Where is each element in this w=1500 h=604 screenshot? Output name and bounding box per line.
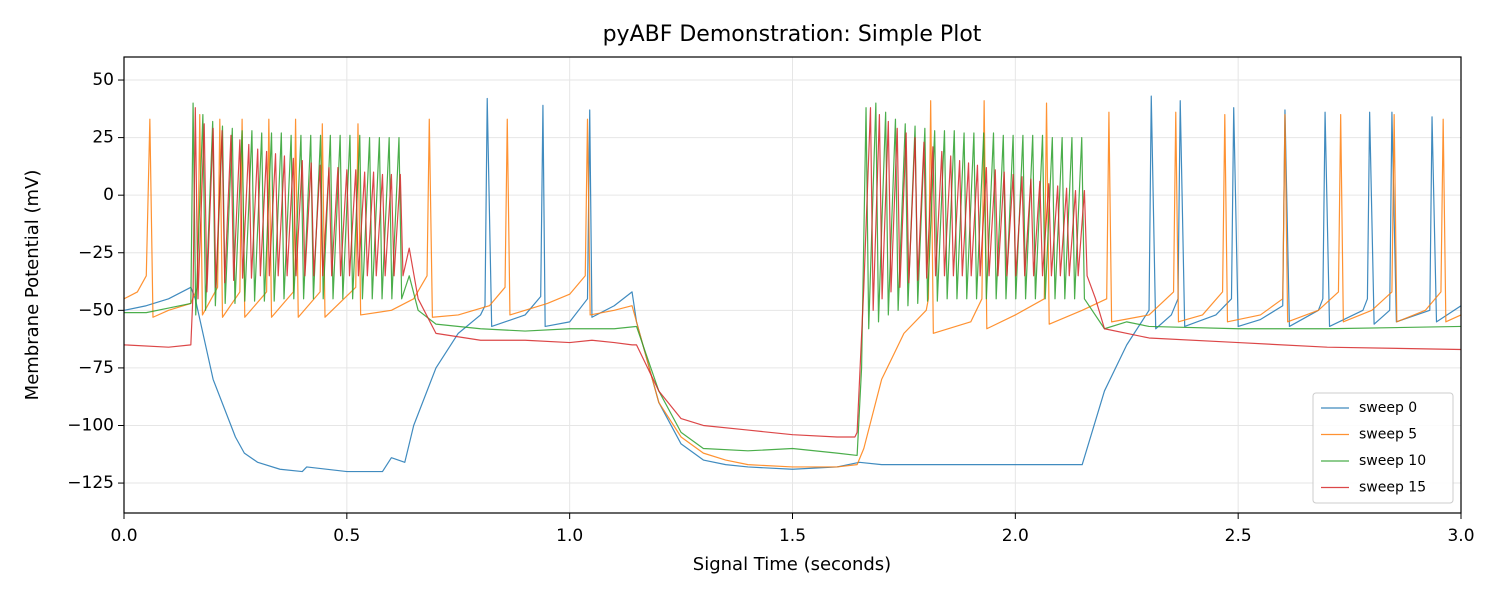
legend-label: sweep 15 (1359, 480, 1426, 496)
sweep-line (124, 102, 1461, 457)
y-tick-label: 25 (92, 128, 114, 148)
x-tick-label: 0.0 (110, 526, 137, 546)
x-tick-label: 1.0 (556, 526, 583, 546)
sweep-line (124, 95, 1461, 473)
x-tick-label: 2.5 (1225, 526, 1252, 546)
legend-label: sweep 0 (1359, 400, 1417, 416)
x-axis-label: Signal Time (seconds) (693, 554, 891, 575)
legend-label: sweep 10 (1359, 453, 1426, 469)
x-tick-label: 2.0 (1002, 526, 1029, 546)
y-tick-label: −50 (78, 300, 114, 320)
y-tick-label: −100 (67, 415, 114, 435)
legend-label: sweep 5 (1359, 427, 1417, 443)
chart-title: pyABF Demonstration: Simple Plot (603, 22, 982, 47)
y-tick-label: 0 (103, 185, 114, 205)
x-tick-label: 1.5 (779, 526, 806, 546)
x-tick-label: 3.0 (1447, 526, 1474, 546)
x-tick-label: 0.5 (333, 526, 360, 546)
plot-lines (124, 95, 1461, 473)
sweep-line (124, 107, 1461, 438)
y-axis-label: Membrane Potential (mV) (22, 170, 43, 401)
y-tick-label: 50 (92, 70, 114, 90)
ticks: 0.0 0.5 1.0 1.5 2.0 2.5 3.0 −125 −100 −75 −50 −25 0 2… (67, 70, 1474, 546)
y-tick-label: −25 (78, 243, 114, 263)
legend: sweep 0 sweep 5 sweep 10 sweep 15 (1312, 392, 1454, 504)
legend-box (1312, 392, 1454, 504)
y-tick-label: −75 (78, 358, 114, 378)
y-tick-label: −125 (67, 473, 114, 493)
